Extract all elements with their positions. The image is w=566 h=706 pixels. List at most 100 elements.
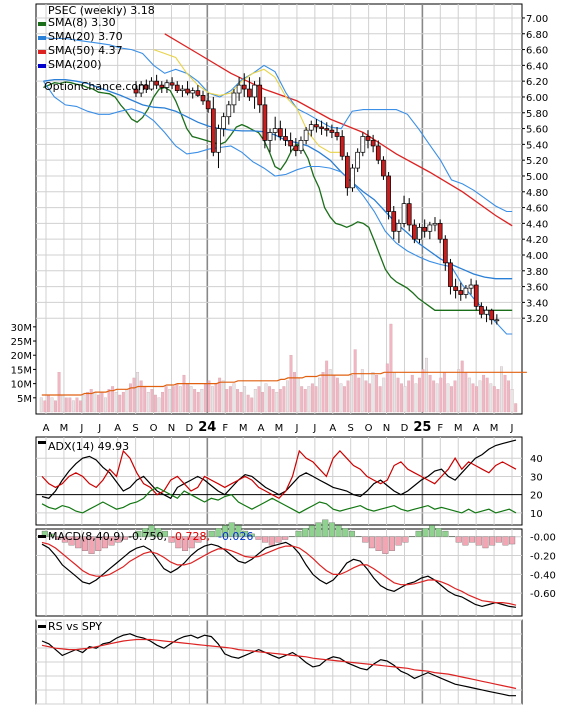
- volume-bar: [232, 383, 236, 413]
- macd-histogram-bar: [475, 536, 482, 546]
- volume-bar: [464, 372, 468, 413]
- volume-bar: [303, 389, 307, 413]
- volume-bar: [86, 391, 90, 413]
- macd-tick-label: -0.20: [530, 552, 556, 563]
- volume-bar: [193, 389, 197, 413]
- candle-body: [360, 136, 366, 153]
- candle-body: [195, 90, 201, 96]
- candle-body: [257, 84, 263, 106]
- macd-histogram-bar: [222, 525, 229, 537]
- macd-histogram-bar: [348, 530, 355, 537]
- macd-histogram-bar: [162, 530, 168, 537]
- price-tick-label: 3.60: [526, 283, 548, 294]
- volume-bar: [510, 389, 514, 413]
- candle-body: [473, 284, 479, 307]
- volume-bar: [211, 386, 214, 413]
- adx-lines: [41, 439, 517, 514]
- volume-bar: [221, 380, 225, 413]
- volume-bar: [200, 389, 204, 413]
- volume-bar: [335, 377, 339, 413]
- macd-histogram-bar: [282, 536, 289, 540]
- volume-bar: [282, 386, 286, 413]
- candle-body: [174, 84, 180, 91]
- volume-bar: [186, 383, 189, 413]
- volume-bar: [471, 383, 475, 413]
- macd-histogram-bar: [175, 536, 182, 549]
- volume-bar: [118, 394, 122, 413]
- x-tick-label: J: [510, 423, 514, 434]
- adx-legend-swatch: [38, 441, 46, 444]
- x-tick-label: A: [258, 423, 265, 434]
- x-tick-label: A: [473, 423, 480, 434]
- volume-tick-label: 30M: [11, 323, 32, 334]
- volume-bar: [129, 383, 132, 413]
- volume-bar: [278, 389, 282, 413]
- volume-bar: [43, 400, 47, 413]
- price-axis: 7.00 6.80 6.60 6.40 6.20 6.00 5.80 5.60 5.40 5.20…: [522, 14, 548, 325]
- volume-bar: [285, 380, 289, 413]
- x-tick-label: N: [383, 423, 390, 434]
- volume-bar: [475, 386, 478, 413]
- macd-histogram-bar: [469, 536, 476, 543]
- macd-histogram-bar: [402, 536, 409, 543]
- macd-histogram-bar: [202, 536, 209, 537]
- macd-histogram-bar: [362, 536, 369, 543]
- legend-swatch: [38, 64, 46, 68]
- candle-body: [417, 226, 422, 240]
- volume-bar: [507, 380, 511, 413]
- price-tick-label: 4.60: [526, 204, 548, 215]
- macd-histogram-bar: [168, 536, 175, 543]
- x-tick-label: M: [454, 423, 463, 434]
- price-tick-label: 6.00: [526, 93, 548, 104]
- candle-body: [386, 175, 391, 212]
- volume-bar: [410, 374, 414, 413]
- volume-bar: [253, 389, 257, 413]
- candle-body: [200, 95, 206, 102]
- macd-histogram-bar: [208, 530, 215, 537]
- price-line-sma-8-: [43, 81, 513, 311]
- x-tick-label: M: [490, 423, 499, 434]
- macd-histogram-bar: [68, 536, 75, 546]
- candle-body: [324, 128, 330, 131]
- macd-lines: [41, 541, 517, 608]
- candle-body: [375, 145, 381, 161]
- macd-histogram-bar: [61, 536, 68, 543]
- price-tick-label: 6.60: [526, 46, 548, 57]
- x-tick-label: S: [132, 423, 138, 434]
- x-tick-label: J: [312, 423, 316, 434]
- macd-axis: -0.00 -0.20 -0.40 -0.60: [530, 533, 556, 600]
- volume-bar: [104, 397, 107, 413]
- volume-bar: [500, 366, 503, 413]
- legend-swatch: [38, 50, 46, 54]
- macd-histogram-bar: [315, 522, 322, 537]
- rs-panel: RS vs SPY: [35, 619, 523, 705]
- candle-body: [484, 309, 489, 315]
- macd-histogram-bar: [75, 536, 82, 549]
- rs-line-rs: [41, 633, 516, 697]
- macd-histogram-bar: [108, 536, 115, 546]
- macd-histogram-bar: [389, 536, 395, 551]
- volume-bar: [207, 380, 211, 413]
- macd-histogram-bar: [409, 536, 416, 537]
- macd-histogram-bar: [188, 536, 195, 549]
- x-tick-label: O: [150, 423, 158, 434]
- macd-histogram-bar: [422, 528, 429, 537]
- x-tick-label: O: [365, 423, 373, 434]
- volume-bar: [54, 400, 57, 413]
- adx-line-di: [41, 449, 517, 500]
- volume-bar: [168, 389, 172, 413]
- volume-bar: [457, 369, 461, 413]
- macd-histogram-bar: [115, 536, 122, 543]
- volume-bar: [164, 386, 168, 413]
- price-line-bollinger-upper: [43, 37, 513, 213]
- volume-bar: [396, 377, 400, 413]
- macd-value-signal: -0.728,: [171, 530, 210, 543]
- volume-bar: [82, 394, 86, 413]
- price-panel: 7.00 6.80 6.60 6.40 6.20 6.00 5.80 5.60 5.40 5.20…: [11, 3, 548, 415]
- volume-bar: [400, 383, 404, 413]
- candle-body: [180, 88, 185, 91]
- x-tick-label: J: [294, 423, 298, 434]
- volume-bar: [246, 394, 250, 413]
- volume-bar: [382, 377, 386, 413]
